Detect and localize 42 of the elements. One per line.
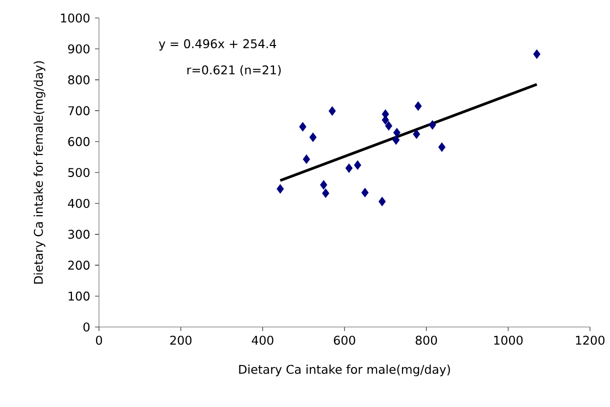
point (309, 132, 317, 142)
x-tick-label: 400 (252, 336, 274, 345)
y-tick-label: 700 (68, 106, 90, 116)
x-tick-label: 800 (416, 336, 437, 345)
point (438, 142, 446, 152)
point (393, 128, 400, 138)
point (328, 106, 336, 116)
point (299, 122, 306, 132)
y-tick-label: 100 (68, 292, 90, 301)
point (320, 180, 328, 190)
y-tick-label: 200 (68, 260, 90, 270)
annotation: y = 0.496x + 254.4 (158, 39, 276, 51)
point (345, 164, 353, 173)
point (302, 154, 310, 164)
point (428, 120, 436, 130)
point (392, 135, 400, 145)
y-tick-label: 500 (68, 168, 90, 178)
x-tick-label: 0 (96, 336, 102, 345)
y-tick-label: 400 (68, 198, 90, 208)
point (378, 196, 386, 206)
y-tick-label: 300 (68, 230, 90, 239)
annotation: r=0.621 (n=21) (187, 65, 281, 76)
x-tick-label: 600 (334, 336, 356, 345)
x-tick-label: 200 (170, 336, 192, 345)
point (382, 115, 389, 125)
point (276, 184, 284, 194)
point (361, 188, 369, 198)
point (354, 160, 362, 170)
point (385, 121, 392, 131)
y-axis-title: Dietary Ca intake for female(mg/day) (34, 61, 46, 284)
y-tick-label: 900 (68, 44, 90, 54)
x-axis-title: Dietary Ca intake for male(mg/day) (239, 364, 450, 376)
point (414, 101, 422, 111)
y-tick-label: 600 (68, 137, 90, 146)
y-tick-label: 0 (83, 322, 90, 332)
x-tick-label: 1000 (494, 336, 523, 345)
y-tick-label: 800 (68, 75, 90, 84)
point (322, 188, 330, 198)
point (533, 49, 540, 59)
y-tick-label: 1000 (61, 13, 90, 23)
x-tick-label: 1200 (576, 336, 604, 345)
point (412, 130, 420, 139)
